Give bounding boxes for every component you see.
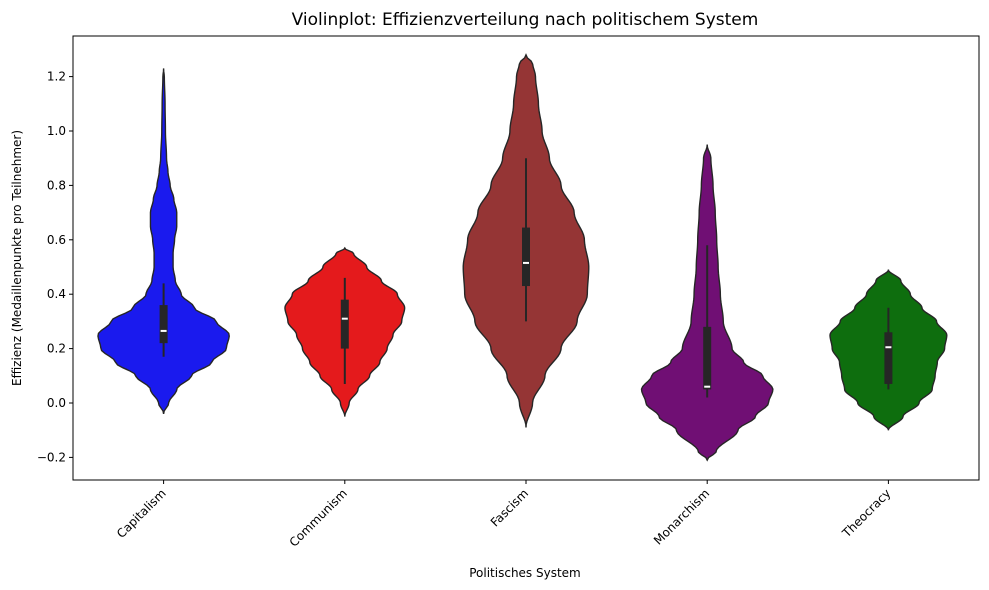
y-tick-label: 0.0 [47,396,66,410]
y-tick-label: 0.4 [47,287,66,301]
y-tick-label: 0.6 [47,233,66,247]
y-tick-label: 1.0 [47,124,66,138]
chart-title: Violinplot: Effizienzverteilung nach pol… [292,10,759,30]
x-axis-label: Politisches System [469,566,581,580]
iqr-box-communism [340,299,349,349]
iqr-box-fascism [522,227,530,287]
iqr-box-monarchism [703,326,712,390]
iqr-box-capitalism [159,305,168,344]
violin-capitalism [97,68,230,415]
y-tick-label: 0.2 [47,342,66,356]
y-axis: −0.2 0.0 0.2 0.4 0.6 0.8 1.0 1.2 [37,70,73,464]
y-tick-label: 0.8 [47,178,66,192]
iqr-box-theocracy [884,332,893,384]
y-axis-label: Effizienz (Medaillenpunkte pro Teilnehme… [10,130,24,386]
y-tick-label: −0.2 [37,450,66,464]
y-tick-label: 1.2 [47,70,66,84]
box-layer [159,158,893,398]
